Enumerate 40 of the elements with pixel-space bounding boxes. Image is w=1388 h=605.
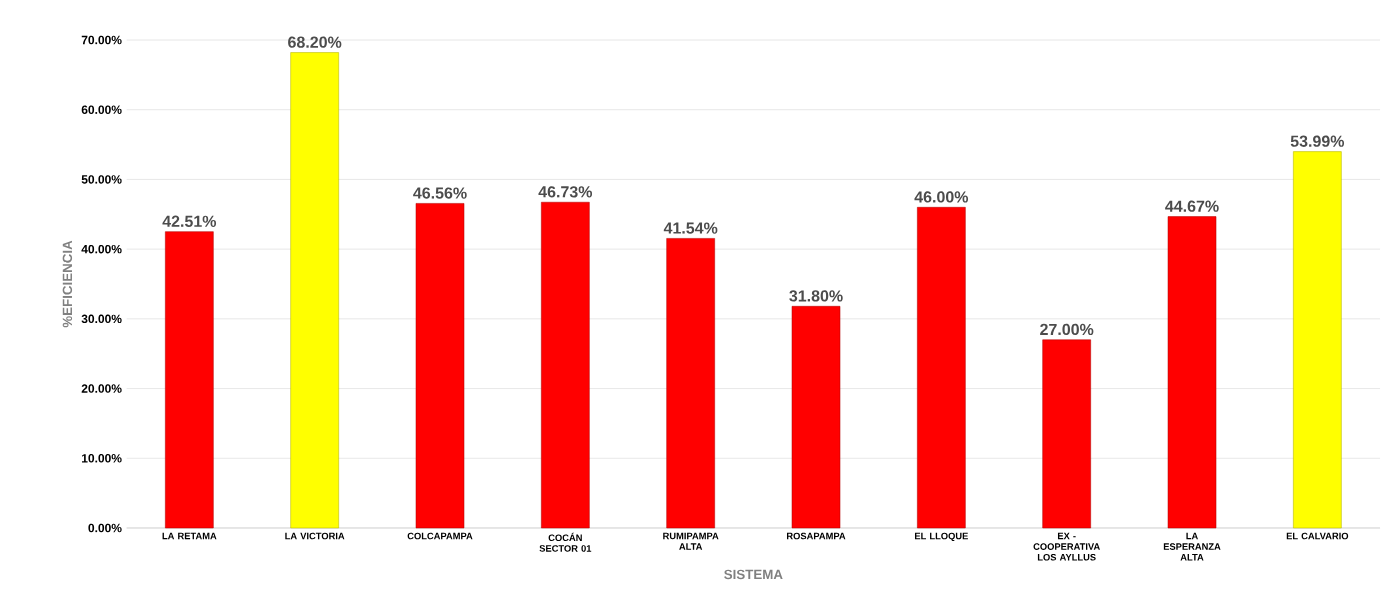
x-tick-label: EL CALVARIO [1286, 532, 1349, 540]
y-tick-label: 30.00% [81, 314, 122, 323]
bar [290, 52, 339, 529]
data-label: 68.20% [288, 36, 342, 48]
x-tick-label: COLCAPAMPA [407, 532, 473, 540]
data-label: 41.54% [663, 222, 718, 234]
x-tick-label: LA ESPERANZA ALTA [1163, 532, 1221, 561]
y-tick-label: 40.00% [81, 244, 122, 254]
y-tick-label: 70.00% [81, 35, 122, 45]
data-label: 46.73% [538, 186, 593, 198]
y-tick-label: 60.00% [81, 105, 122, 114]
bar [1293, 151, 1342, 529]
x-axis-title: SISTEMA [724, 569, 783, 579]
bar [415, 202, 465, 529]
bar [541, 201, 590, 529]
data-label: 44.67% [1165, 200, 1219, 212]
data-label: 53.99% [1290, 135, 1345, 147]
x-tick-label: ROSAPAMPA [787, 532, 846, 540]
data-label: 42.51% [162, 215, 217, 227]
x-tick-label: RUMIPAMPA ALTA [663, 532, 719, 550]
data-label: 31.80% [789, 290, 843, 302]
bar [165, 231, 214, 529]
bar [791, 305, 841, 529]
x-tick-label: EL LLOQUE [915, 532, 968, 541]
data-label: 46.56% [413, 187, 467, 199]
y-tick-label: 10.00% [82, 453, 122, 463]
data-label: 46.00% [914, 191, 969, 203]
bar [1042, 339, 1091, 529]
y-tick-label: 0.00% [88, 523, 122, 533]
x-tick-label: COCÁN SECTOR 01 [539, 532, 592, 552]
y-tick-label: 50.00% [81, 175, 122, 184]
bar [917, 206, 966, 529]
x-tick-label: EX - COOPERATIVA LOS AYLLUS [1033, 532, 1100, 561]
x-tick-label: LA RETAMA [162, 532, 217, 539]
data-label: 27.00% [1040, 323, 1094, 335]
bar [666, 237, 715, 529]
bar [1167, 216, 1217, 529]
x-tick-label: LA VICTORIA [285, 532, 345, 540]
y-axis-title: %EFICIENCIA [62, 240, 73, 328]
y-tick-label: 20.00% [81, 384, 122, 393]
